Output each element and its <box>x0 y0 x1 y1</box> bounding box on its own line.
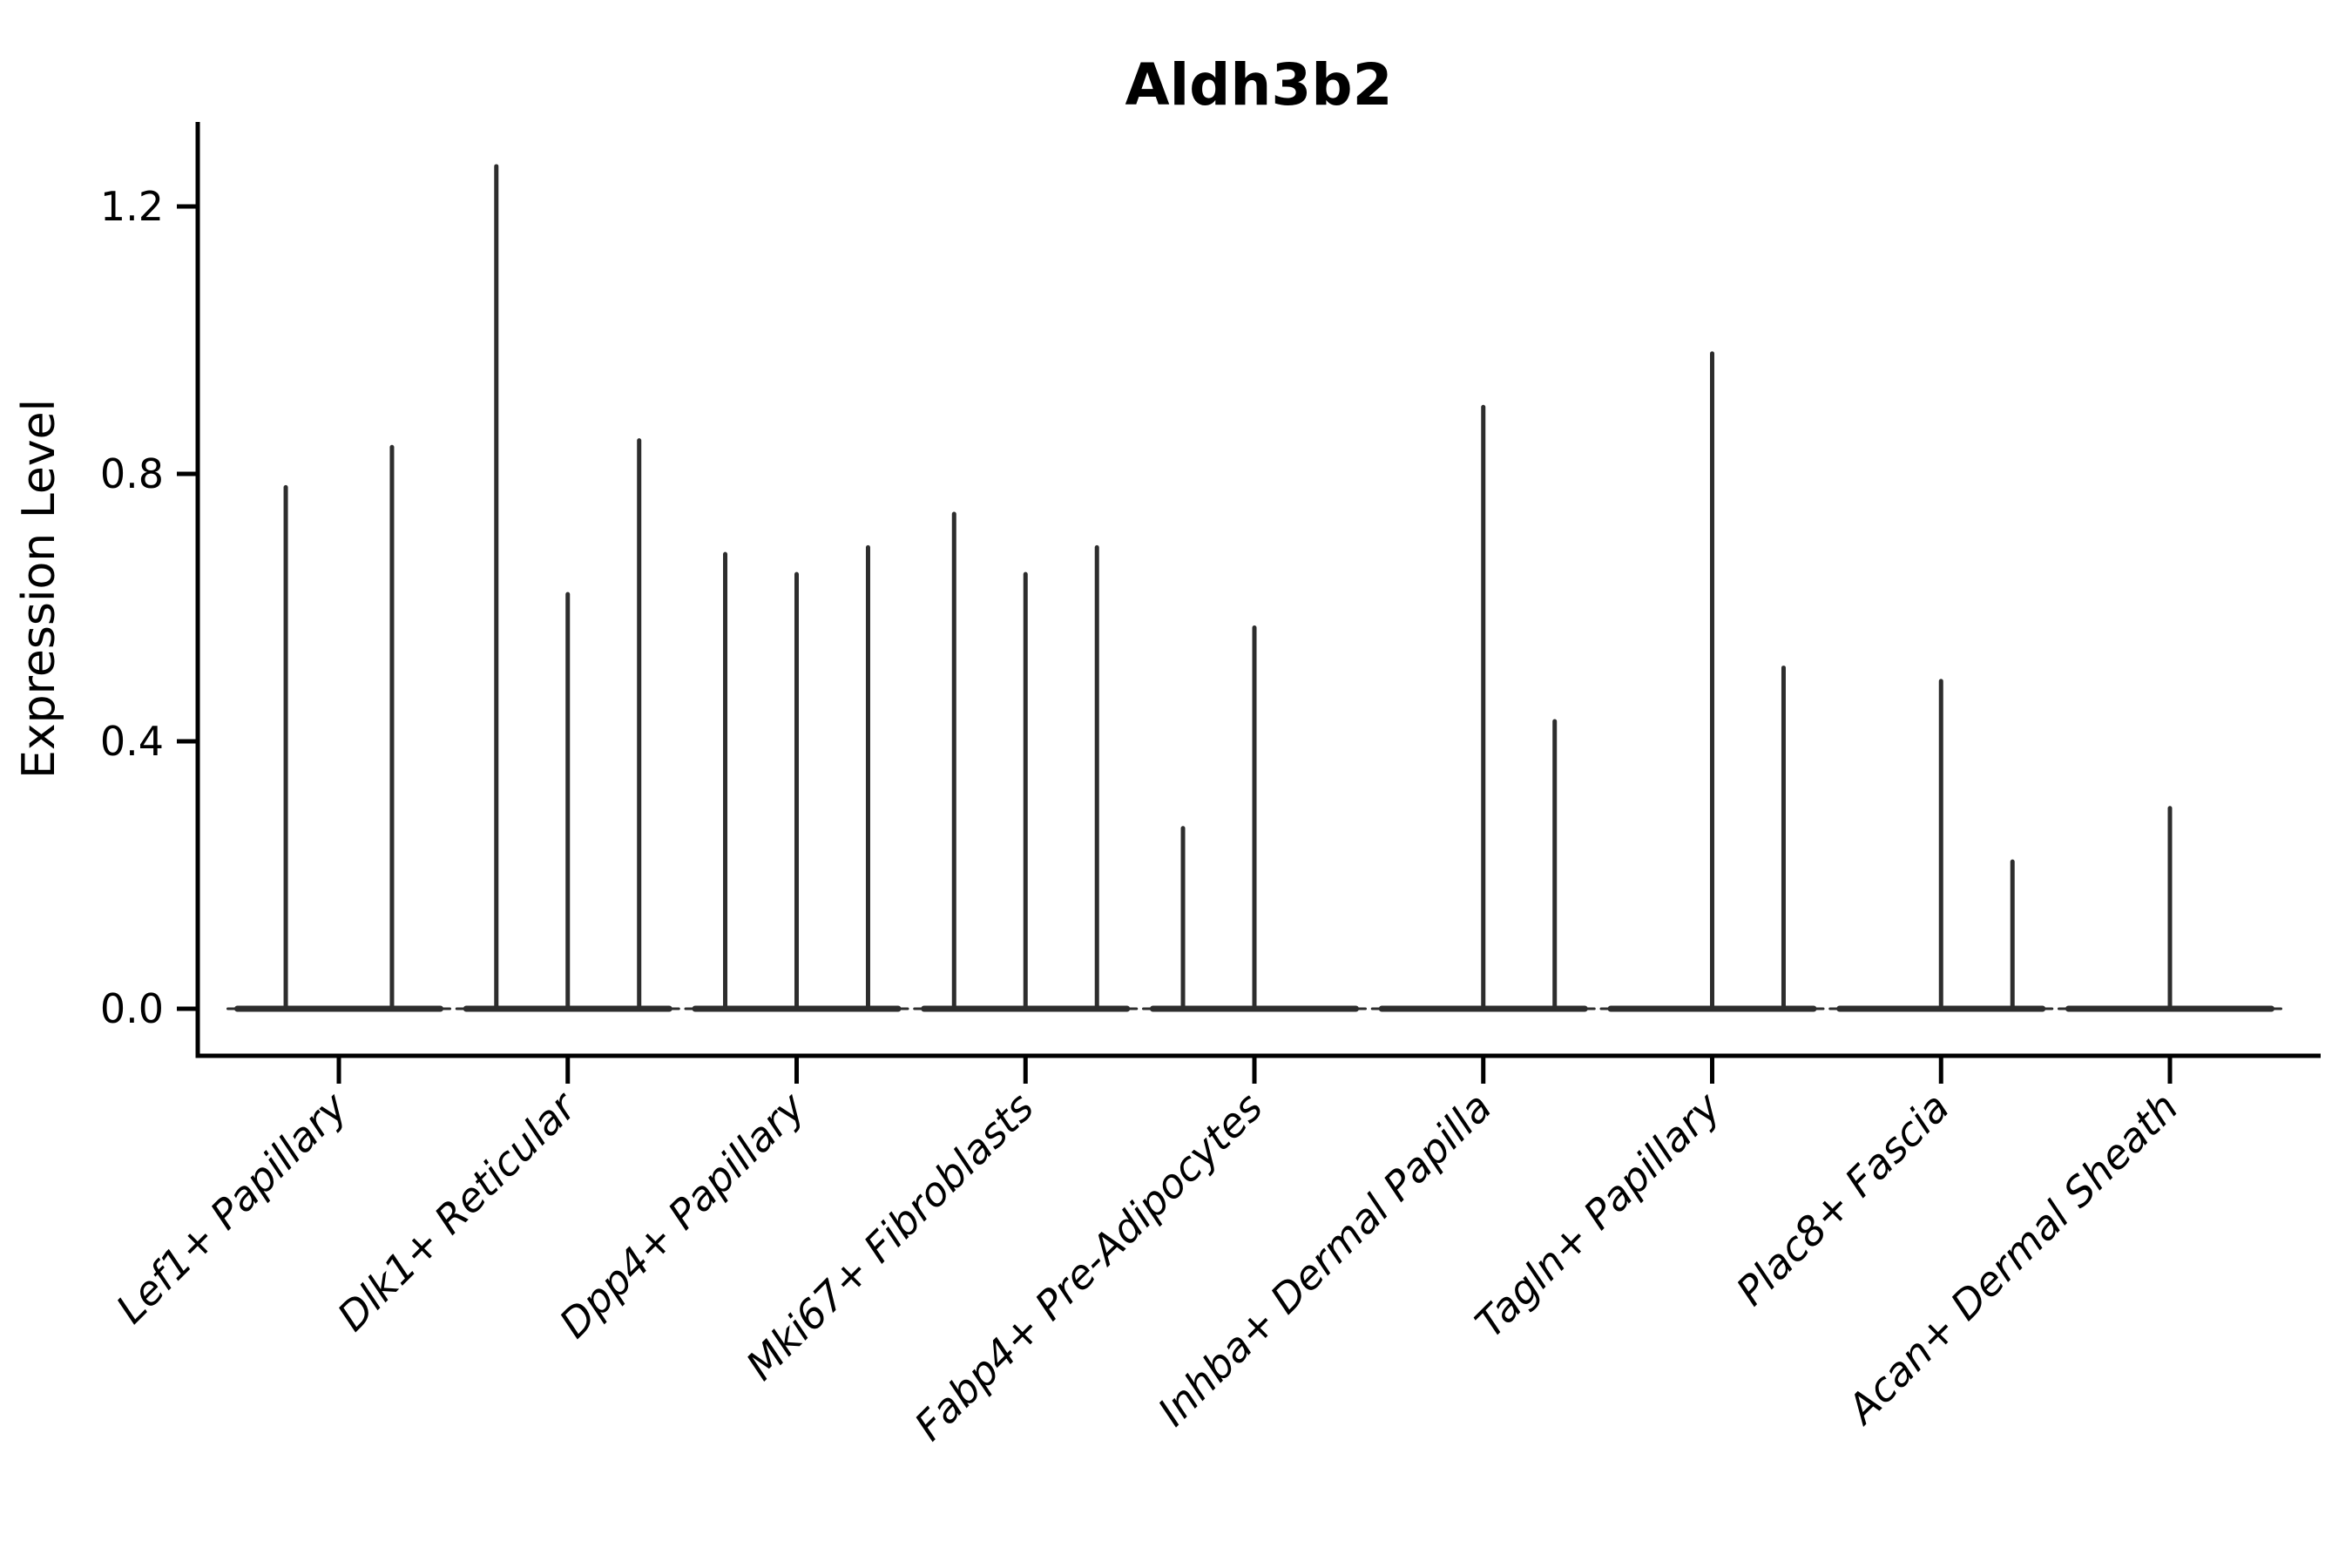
violin-group <box>1142 625 1367 1012</box>
x-tick-label: Dpp4+ Papillary <box>551 1083 814 1347</box>
y-tick-label: 0.0 <box>100 985 164 1032</box>
violin-group <box>1370 404 1596 1012</box>
x-tick-label: Tagln+ Papillary <box>1466 1083 1730 1347</box>
x-tick-label: Plac8+ Fascia <box>1727 1084 1958 1315</box>
x-tick-label: Lef1+ Papillary <box>107 1083 356 1332</box>
violin-group <box>913 511 1139 1012</box>
violin-base <box>234 1005 443 1012</box>
y-tick-label: 0.8 <box>100 450 164 497</box>
violin-group <box>1599 351 1825 1012</box>
violin-group <box>455 164 680 1012</box>
violin-group <box>684 544 909 1012</box>
y-axis-label: Expression Level <box>13 399 65 779</box>
y-tick-label: 0.4 <box>100 718 164 765</box>
axes-layer <box>177 122 2321 1084</box>
y-tick-label: 1.2 <box>100 183 164 230</box>
violin-layer <box>226 164 2282 1012</box>
violin-group <box>2058 806 2282 1012</box>
violin-group <box>1828 679 2054 1012</box>
violin-group <box>226 444 451 1012</box>
x-tick-label: Dlk1+ Reticular <box>328 1081 587 1340</box>
chart-title: Aldh3b2 <box>1125 51 1392 118</box>
